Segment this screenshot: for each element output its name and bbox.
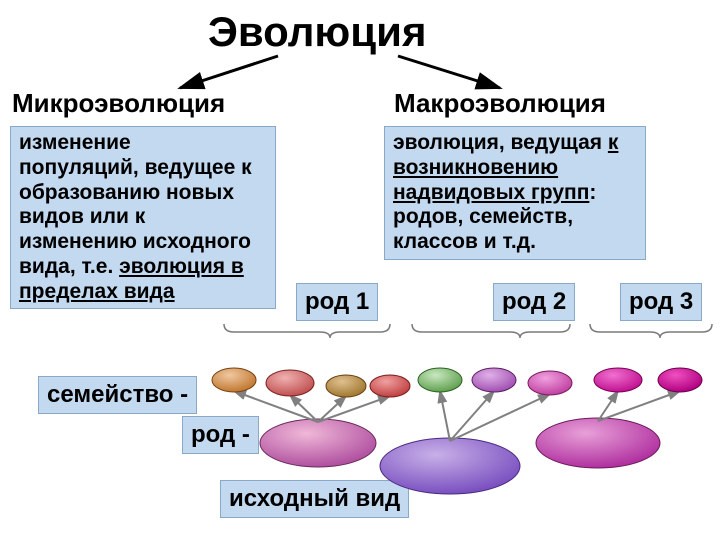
rod3-label: род 3 (620, 283, 702, 321)
rod1-label: род 1 (296, 283, 378, 321)
macro-definition-box: эволюция, ведущая квозникновениюнадвидов… (384, 126, 646, 260)
main-title: Эволюция (208, 8, 426, 56)
rod2-label: род 2 (493, 283, 575, 321)
family-label: семейство - (38, 376, 197, 414)
macro-heading: Макроэволюция (394, 88, 606, 119)
micro-heading: Микроэволюция (12, 88, 225, 119)
micro-definition-box: изменениепопуляций, ведущее кобразованию… (10, 126, 276, 309)
rod-label: род - (182, 416, 259, 454)
origin-label: исходный вид (220, 480, 409, 518)
